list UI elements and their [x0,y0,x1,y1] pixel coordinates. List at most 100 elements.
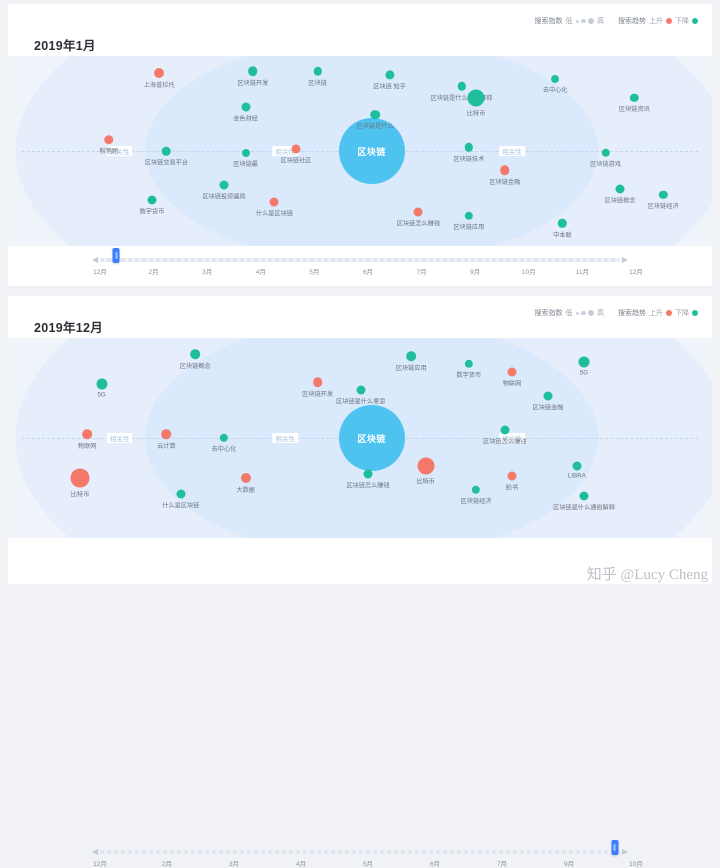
keyword-node[interactable]: 数字货币 [140,195,164,216]
keyword-node[interactable]: 比特币 [70,468,90,499]
timeline-prev-arrow-icon[interactable]: ◀ [92,255,99,264]
keyword-node[interactable]: 什么是区块链 [256,197,293,218]
timeline-tick[interactable]: 9月 [563,861,575,868]
keyword-node[interactable]: 区块链开发 [302,377,333,398]
keyword-node[interactable]: 区块链社区 [281,144,311,165]
keyword-node[interactable]: 物联网 [503,367,521,388]
keyword-node[interactable]: 区块链最 [233,148,258,168]
timeline-tick[interactable]: 2月 [148,269,159,276]
timeline-slider-handle[interactable] [611,840,619,855]
keyword-node[interactable]: 区块链概念 [180,349,211,370]
keyword-label: 什么是区块链 [255,210,293,218]
timeline-tick[interactable]: 10月 [629,861,643,868]
keyword-node[interactable]: 上海普拉托 [144,68,175,89]
keyword-bubble [161,429,172,439]
keyword-node[interactable]: 云计算 [157,429,176,450]
timeline-next-arrow-icon[interactable]: ▶ [621,847,628,856]
trend-down-dot-icon [692,18,698,24]
keyword-bubble [190,349,200,359]
keyword-node[interactable]: 区块链怎么赚钱 [397,207,440,227]
keyword-node[interactable]: 区块链经济 [648,190,679,210]
keyword-bubble [241,102,251,112]
keyword-node[interactable]: 中本聪 [553,218,572,238]
keyword-node[interactable]: 区块链 知乎 [373,70,406,91]
legend-trend-down-label: 下降 [675,18,689,25]
keyword-node[interactable]: 区块链是什么 [357,110,394,131]
legend-index-high: 高 [597,310,604,317]
timeline-prev-arrow-icon[interactable]: ◀ [92,847,99,856]
keyword-node[interactable]: 区块链是什么通俗解释 [431,82,493,102]
center-keyword-bubble[interactable]: 区块链 [338,405,405,471]
timeline-tick[interactable]: 12月 [629,269,643,276]
trend-up-dot-icon [666,18,672,24]
keyword-node[interactable]: 金色财经 [233,102,258,123]
keyword-bubble [104,134,114,145]
timeline-slider-handle[interactable] [112,248,120,263]
keyword-node[interactable]: 区块链应用 [453,211,484,231]
timeline-track[interactable] [100,850,620,854]
timeline-tick[interactable]: 4月 [295,861,307,868]
keyword-label: 数字货币 [139,208,165,216]
trend-down-dot-icon [692,310,698,316]
keyword-node[interactable]: 5G [578,356,590,377]
keyword-bubble [457,82,466,91]
keyword-node[interactable]: 区块链技术 [453,142,484,162]
index-dot-small-icon [575,19,579,23]
timeline-tick[interactable]: 2月 [161,861,173,868]
timeline-tick[interactable]: 10月 [521,269,536,276]
keyword-node[interactable]: 什么是区块链 [162,489,199,510]
timeline-tick[interactable]: 3月 [202,269,213,276]
timeline-tick[interactable]: 12月 [93,861,107,868]
keyword-node[interactable]: 区块链概念 [605,184,635,205]
keyword-node[interactable]: 比特币 [467,89,485,117]
timeline-tick[interactable]: 5月 [309,269,320,276]
keyword-bubble [579,491,589,501]
keyword-node[interactable]: 区块链是什么通俗解释 [553,491,615,512]
keyword-node[interactable]: 区块链金融 [533,391,563,412]
keyword-node[interactable]: 区块链是什么意思 [336,385,386,406]
keyword-label: 区块链技术 [453,155,485,163]
keyword-node[interactable]: 大数据 [236,473,255,494]
timeline-tick[interactable]: 6月 [362,269,374,276]
keyword-node[interactable]: 数字货币 [456,359,481,379]
timeline-tick[interactable]: 9月 [470,269,481,276]
keyword-bubble [154,68,165,79]
center-keyword-bubble[interactable]: 区块链 [338,118,405,184]
keyword-node[interactable]: 脸书 [506,471,518,492]
keyword-node[interactable]: 区块链经济 [461,485,491,505]
keyword-node[interactable]: 区块链游戏 [590,148,621,168]
keyword-node[interactable]: 区块链 [308,66,327,86]
keyword-node[interactable]: 5G [96,378,108,399]
keyword-node[interactable]: 物联网 [78,429,96,450]
keyword-label: 5G [579,369,589,377]
timeline-tick[interactable]: 6月 [429,861,441,868]
legend-january: 搜索指数 低 高 搜索趋势 上升 下降 [535,16,698,26]
timeline-tick[interactable]: 3月 [228,861,240,868]
legend-index-scale [575,310,594,316]
timeline-tick[interactable]: 12月 [93,269,107,276]
keyword-node[interactable]: 区块链资讯 [619,93,650,113]
legend-index-scale [575,18,594,24]
timeline-tick[interactable]: 11月 [575,269,590,276]
keyword-node[interactable]: 去中心化 [543,74,568,94]
keyword-node[interactable]: 区块链怎么赚钱 [483,425,526,446]
keyword-label: 区块链最 [233,160,258,168]
keyword-node[interactable]: LIBRA [568,461,586,480]
keyword-node[interactable]: 区块链开发 [237,66,268,87]
keyword-node[interactable]: 区块链金融 [489,165,520,186]
keyword-node[interactable]: 粉笔网 [100,134,118,155]
keyword-node[interactable]: 区块链怎么赚钱 [346,469,390,490]
legend-december: 搜索指数 低 高 搜索趋势 上升 下降 [535,308,698,318]
keyword-node[interactable]: 去中心化 [212,433,236,453]
timeline-tick[interactable]: 7月 [496,861,508,868]
timeline-tick[interactable]: 7月 [416,269,427,276]
keyword-node[interactable]: 区块链应用 [396,351,427,372]
keyword-node[interactable]: 比特币 [416,457,435,486]
timeline-track[interactable] [100,258,620,262]
timeline-tick[interactable]: 5月 [362,861,374,868]
keyword-node[interactable]: 区块链交易平台 [145,146,188,166]
keyword-bubble [385,70,395,80]
keyword-node[interactable]: 区块链投资骗局 [202,180,246,201]
timeline-tick[interactable]: 4月 [255,269,266,276]
timeline-next-arrow-icon[interactable]: ▶ [621,255,628,264]
